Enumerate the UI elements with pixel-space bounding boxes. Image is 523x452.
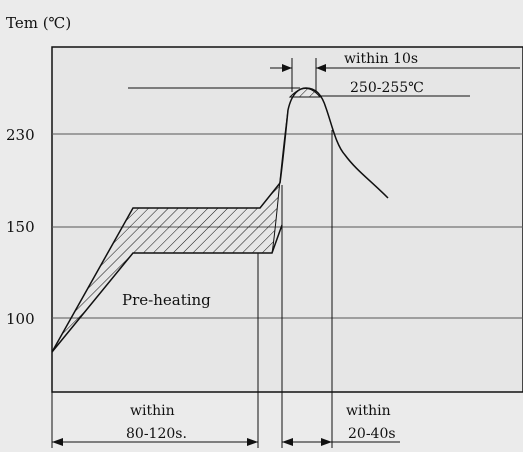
- peak-temp-label: 250-255℃: [350, 80, 424, 96]
- preheat-duration-arrow-left: [52, 438, 63, 446]
- reflow-duration-label: 20-40s: [348, 426, 396, 442]
- peak-time-arrow-left: [282, 64, 292, 72]
- y-tick-label-100: 100: [6, 310, 35, 328]
- preheat-label: Pre-heating: [122, 291, 211, 309]
- preheat-within-label: within: [130, 403, 175, 419]
- ramp-inner-edge: [271, 109, 289, 254]
- peak-time-label: within 10s: [344, 51, 418, 67]
- reflow-duration-arrow-left: [282, 438, 293, 446]
- y-tick-label-150: 150: [6, 218, 35, 236]
- peak-time-arrow-right: [316, 64, 326, 72]
- preheat-upper-boundary: [51, 182, 281, 353]
- reflow-duration-arrow-right: [321, 438, 332, 446]
- reflow-within-label: within: [346, 403, 391, 419]
- y-tick-label-230: 230: [6, 126, 35, 144]
- y-axis-title: Tem (℃): [6, 14, 71, 32]
- preheat-duration-label: 80-120s.: [126, 426, 187, 442]
- preheat-hatched-band: [52, 183, 280, 352]
- preheat-duration-arrow-right: [247, 438, 258, 446]
- plot-frame: [51, 46, 523, 393]
- preheat-lower-boundary: [51, 224, 283, 353]
